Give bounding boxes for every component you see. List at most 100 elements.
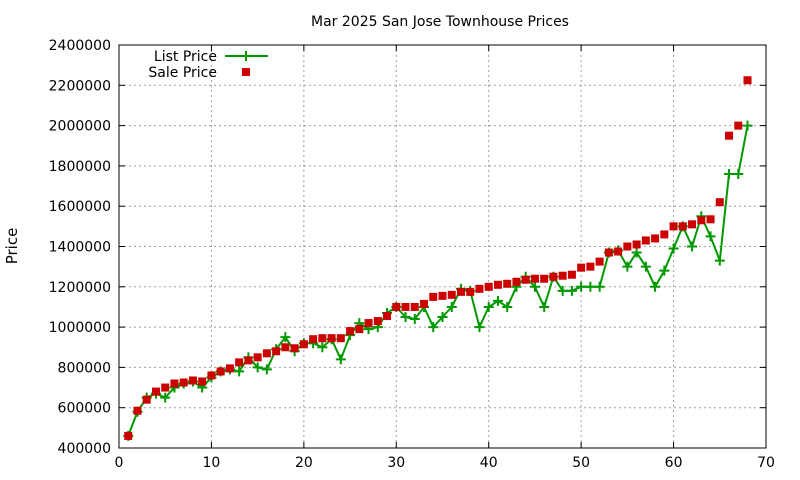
sale-price-point bbox=[124, 431, 133, 440]
list-price-point bbox=[261, 364, 272, 375]
axis-ticks: 0 10 20 30 40 50 60 70 400000 600000 800000 1000000… bbox=[49, 38, 775, 471]
sale-price-point bbox=[466, 287, 475, 296]
sale-price-point bbox=[133, 406, 142, 415]
list-price-point bbox=[687, 241, 698, 252]
y-tick-label: 2400000 bbox=[49, 38, 111, 54]
sale-price-point bbox=[198, 377, 207, 386]
y-tick-label: 400000 bbox=[58, 441, 111, 457]
sale-price-point bbox=[604, 248, 613, 257]
x-tick-label: 0 bbox=[115, 455, 124, 471]
y-tick-label: 2200000 bbox=[49, 78, 111, 94]
sale-price-point bbox=[364, 319, 373, 328]
sale-price-point bbox=[438, 291, 447, 300]
sale-price-point bbox=[244, 356, 253, 365]
sale-price-point bbox=[725, 131, 734, 140]
sale-price-point bbox=[401, 302, 410, 311]
list-price-point bbox=[650, 281, 661, 292]
sale-price-point bbox=[327, 334, 336, 343]
sale-price-point bbox=[383, 312, 392, 321]
sale-price-point bbox=[170, 379, 179, 388]
y-tick-label: 1000000 bbox=[49, 320, 111, 336]
y-tick-label: 1200000 bbox=[49, 280, 111, 296]
series-list-price bbox=[123, 120, 753, 441]
sale-price-point bbox=[447, 290, 456, 299]
sale-price-point bbox=[355, 325, 364, 334]
sale-price-point bbox=[743, 76, 752, 85]
sale-price-point bbox=[688, 220, 697, 229]
list-price-point bbox=[714, 255, 725, 266]
list-price-line bbox=[127, 125, 749, 437]
chart-title: Mar 2025 San Jose Townhouse Prices bbox=[311, 14, 569, 30]
x-tick-label: 20 bbox=[295, 455, 313, 471]
sale-price-point bbox=[641, 236, 650, 245]
sale-price-point bbox=[309, 335, 318, 344]
sale-price-point bbox=[577, 263, 586, 272]
sale-price-point bbox=[161, 383, 170, 392]
sale-price-point bbox=[216, 367, 225, 376]
list-price-point bbox=[742, 120, 753, 131]
list-price-point bbox=[622, 261, 633, 272]
sale-price-point bbox=[336, 334, 345, 343]
list-price-point bbox=[160, 392, 171, 403]
legend-marker-sale-price bbox=[242, 68, 250, 76]
sale-price-point bbox=[420, 299, 429, 308]
sale-price-point bbox=[272, 347, 281, 356]
list-price-point bbox=[539, 301, 550, 312]
list-price-point bbox=[335, 354, 346, 365]
sale-price-point bbox=[225, 364, 234, 373]
sale-price-point bbox=[623, 242, 632, 251]
sale-price-point bbox=[586, 262, 595, 271]
list-price-point bbox=[557, 285, 568, 296]
sale-price-point bbox=[734, 121, 743, 130]
sale-price-point bbox=[484, 282, 493, 291]
sale-price-point bbox=[262, 349, 271, 358]
y-tick-label: 600000 bbox=[58, 401, 111, 417]
sale-price-point bbox=[253, 353, 262, 362]
y-tick-label: 2000000 bbox=[49, 119, 111, 135]
list-price-point bbox=[659, 265, 670, 276]
y-tick-label: 1400000 bbox=[49, 240, 111, 256]
legend-marker-list-price bbox=[241, 51, 251, 61]
legend-label-list-price: List Price bbox=[154, 49, 217, 65]
x-tick-label: 10 bbox=[203, 455, 221, 471]
sale-price-point bbox=[392, 302, 401, 311]
sale-price-point bbox=[456, 287, 465, 296]
sale-price-point bbox=[567, 270, 576, 279]
sale-price-point bbox=[660, 230, 669, 239]
sale-price-point bbox=[207, 371, 216, 380]
list-price-point bbox=[483, 301, 494, 312]
list-price-point bbox=[724, 168, 735, 179]
sale-price-point bbox=[142, 395, 151, 404]
sale-price-point bbox=[235, 358, 244, 367]
list-price-point bbox=[640, 261, 651, 272]
list-price-point bbox=[409, 314, 420, 325]
legend-label-sale-price: Sale Price bbox=[148, 65, 217, 81]
sale-price-point bbox=[290, 344, 299, 353]
list-price-point bbox=[492, 295, 503, 306]
sale-price-point bbox=[549, 272, 558, 281]
x-tick-label: 60 bbox=[665, 455, 683, 471]
y-tick-label: 1600000 bbox=[49, 199, 111, 215]
list-price-point bbox=[529, 281, 540, 292]
sale-price-point bbox=[540, 274, 549, 283]
sale-price-point bbox=[669, 222, 678, 231]
y-tick-label: 1800000 bbox=[49, 159, 111, 175]
list-price-point bbox=[234, 366, 245, 377]
plot-frame bbox=[118, 44, 767, 449]
list-price-point bbox=[474, 322, 485, 333]
sale-price-point bbox=[373, 317, 382, 326]
sale-price-point bbox=[697, 216, 706, 225]
sale-price-point bbox=[512, 277, 521, 286]
sale-price-point bbox=[706, 215, 715, 224]
list-price-point bbox=[631, 247, 642, 258]
series-sale-price bbox=[124, 76, 752, 440]
sale-price-point bbox=[521, 275, 530, 284]
grid-lines bbox=[119, 45, 766, 448]
sale-price-point bbox=[558, 271, 567, 280]
x-tick-label: 50 bbox=[572, 455, 590, 471]
sale-price-point bbox=[281, 343, 290, 352]
sale-price-point bbox=[503, 279, 512, 288]
y-tick-label: 800000 bbox=[58, 360, 111, 376]
list-price-point bbox=[733, 168, 744, 179]
list-price-point bbox=[566, 285, 577, 296]
